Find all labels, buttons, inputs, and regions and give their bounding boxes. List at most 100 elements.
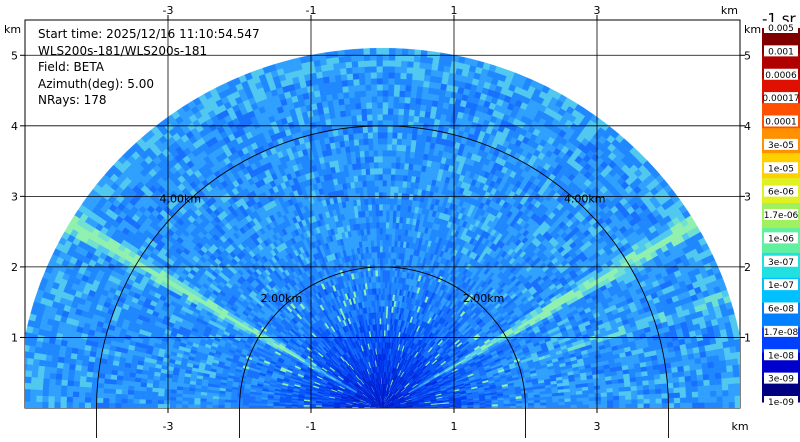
heatmap-cell <box>704 385 710 391</box>
heatmap-cell <box>680 392 686 398</box>
heatmap-cell <box>741 402 747 408</box>
heatmap-cell <box>422 87 429 94</box>
heatmap-cell <box>428 87 435 94</box>
heatmap-cell <box>430 76 437 83</box>
heatmap-cell <box>716 378 723 384</box>
heatmap-cell <box>589 393 595 397</box>
heatmap-cell <box>698 391 704 397</box>
heatmap-cell <box>709 373 716 379</box>
heatmap-cell <box>413 116 419 123</box>
heatmap-cell <box>565 401 571 404</box>
heatmap-cell <box>410 152 415 159</box>
heatmap-cell <box>625 399 631 404</box>
heatmap-cell <box>655 384 662 389</box>
heatmap-cell <box>678 371 685 377</box>
heatmap-cell <box>559 399 565 402</box>
heatmap-cell <box>426 57 433 64</box>
heatmap-cell <box>733 371 740 378</box>
heatmap-cell <box>589 397 595 401</box>
heatmap-cell <box>674 398 680 403</box>
heatmap-cell <box>595 404 601 408</box>
heatmap-cell <box>415 98 421 105</box>
heatmap-cell <box>674 403 680 408</box>
heatmap-cell <box>642 380 649 385</box>
heatmap-cell <box>595 400 601 404</box>
heatmap-cell <box>732 358 739 365</box>
heatmap-cell <box>559 402 565 405</box>
heatmap-cell <box>648 380 655 385</box>
heatmap-cell <box>692 386 698 392</box>
heatmap-cell <box>431 64 438 71</box>
heatmap-cell <box>741 389 747 396</box>
heatmap-cell <box>686 392 692 398</box>
heatmap-cell <box>408 170 413 176</box>
heatmap-cell <box>631 390 637 395</box>
heatmap-cell <box>728 390 734 396</box>
heatmap-cell <box>565 398 571 402</box>
heatmap-cell <box>607 388 613 392</box>
heatmap-cell <box>679 382 686 388</box>
heatmap-cell <box>632 404 638 408</box>
heatmap-cell <box>418 116 424 123</box>
heatmap-cell <box>707 362 714 369</box>
heatmap-cell <box>699 402 705 408</box>
heatmap-cell <box>723 396 729 402</box>
heatmap-cell <box>703 380 710 386</box>
heatmap-cell <box>735 389 741 395</box>
heatmap-cell <box>661 383 667 388</box>
heatmap-cell <box>541 405 547 408</box>
heatmap-cell <box>673 377 680 383</box>
heatmap-cell <box>656 403 662 408</box>
heatmap-cell <box>698 397 704 403</box>
heatmap-cell <box>498 406 504 408</box>
heatmap-cell <box>710 391 716 397</box>
heatmap-cell <box>421 93 427 100</box>
heatmap-cell <box>406 181 411 187</box>
heatmap-cell <box>439 53 446 60</box>
heatmap-cell <box>731 352 738 359</box>
heatmap-cell <box>686 403 692 408</box>
heatmap-cell <box>727 371 734 378</box>
heatmap-cell <box>528 405 534 408</box>
heatmap-cell <box>417 80 424 87</box>
heatmap-cell <box>702 368 709 374</box>
heatmap-cell <box>738 357 745 364</box>
heatmap-cell <box>685 381 692 387</box>
heatmap-cell <box>420 105 426 112</box>
heatmap-cell <box>410 146 415 153</box>
heatmap-cell <box>435 76 442 83</box>
heatmap-cell <box>650 399 656 404</box>
heatmap-cell <box>655 379 662 384</box>
heatmap-cell <box>430 70 437 77</box>
heatmap-cell <box>656 393 662 398</box>
heatmap-cell <box>595 397 601 401</box>
heatmap-cell <box>728 377 735 384</box>
heatmap-cell <box>625 391 631 396</box>
heatmap-cell <box>672 372 679 378</box>
heatmap-cell <box>715 373 722 379</box>
heatmap-cell <box>662 403 668 408</box>
heatmap-cell <box>638 399 644 404</box>
heatmap-cell <box>625 395 631 400</box>
heatmap-cell <box>691 381 698 387</box>
heatmap-cell <box>716 390 722 396</box>
heatmap-cell <box>637 394 643 399</box>
heatmap-cell <box>704 397 710 403</box>
heatmap-cell <box>729 402 735 408</box>
heatmap-cell <box>643 385 649 390</box>
heatmap-cell <box>726 365 733 372</box>
heatmap-cell <box>423 81 430 88</box>
heatmap-cell <box>662 393 668 398</box>
heatmap-cell <box>729 396 735 402</box>
heatmap-cell <box>674 392 680 397</box>
heatmap-cell <box>425 63 432 70</box>
heatmap-cell <box>601 400 607 404</box>
heatmap-cell <box>734 383 741 390</box>
heatmap-cell <box>570 395 576 399</box>
heatmap-cell <box>424 69 431 76</box>
heatmap-cell <box>650 403 656 408</box>
heatmap-cell <box>516 406 522 408</box>
heatmap-cell <box>625 386 631 391</box>
heatmap-cell <box>680 397 686 402</box>
